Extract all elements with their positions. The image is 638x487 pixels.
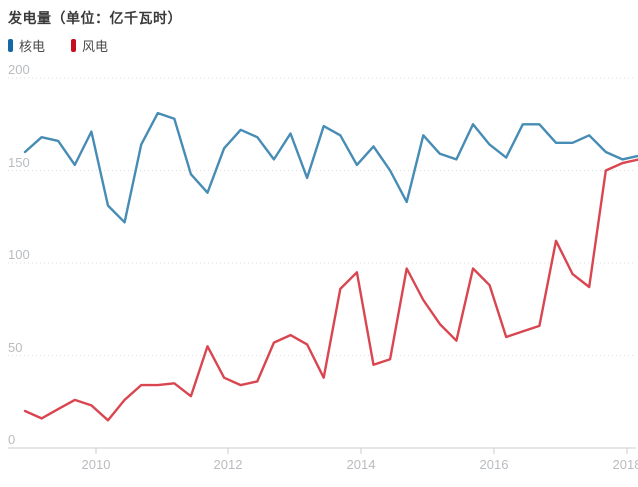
legend-label: 风电	[82, 39, 109, 54]
x-axis-label-2012: 2012	[213, 457, 243, 472]
y-axis-label-0: 0	[8, 432, 16, 447]
y-axis-label-50: 50	[8, 339, 23, 355]
line-series-wind	[23, 158, 638, 422]
x-axis-label-2014: 2014	[346, 457, 376, 472]
line-series-nuclear	[23, 111, 638, 224]
chart-title: 发电量（单位：亿千瓦时）	[8, 10, 182, 26]
legend-item-wind[interactable]: 风电	[71, 36, 108, 55]
legend: 核电 风电	[8, 36, 108, 55]
legend-swatch-icon	[8, 39, 13, 52]
legend-item-nuclear[interactable]: 核电	[8, 36, 45, 55]
x-axis-label-2018: 2018	[612, 457, 638, 472]
y-axis-label-150: 150	[8, 154, 30, 170]
y-axis-label-100: 100	[8, 247, 30, 262]
legend-swatch-icon	[71, 39, 77, 52]
x-axis-label-2016: 2016	[479, 457, 509, 472]
y-axis-label-200: 200	[8, 62, 30, 77]
x-axis-label-2010: 2010	[81, 457, 111, 472]
legend-label: 核电	[19, 39, 46, 54]
